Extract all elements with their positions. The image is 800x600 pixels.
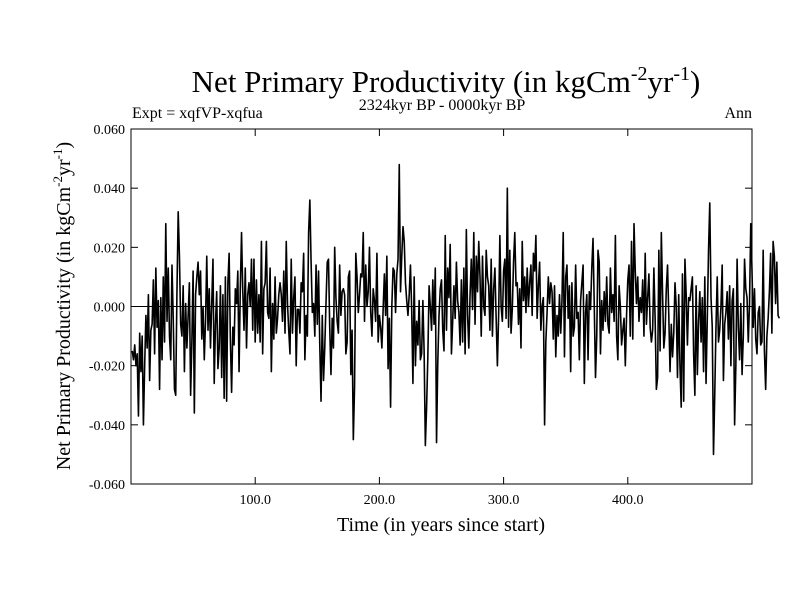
chart-title-mid: yr — [647, 64, 674, 99]
series-line-npp — [131, 163, 781, 456]
y-tick-label: 0.060 — [94, 123, 126, 138]
y-axis-label-end: ) — [53, 142, 75, 149]
season-label: Ann — [724, 105, 752, 122]
y-axis-label-sup1: -2 — [50, 176, 65, 187]
x-tick-label: 200.0 — [364, 493, 396, 508]
y-tick-label: -0.020 — [89, 360, 125, 375]
y-axis-label-mid: yr — [53, 159, 75, 176]
y-tick-label: -0.040 — [89, 419, 125, 434]
x-tick-label: 100.0 — [239, 493, 271, 508]
y-tick-label: 0.020 — [94, 241, 126, 256]
x-tick-label: 400.0 — [612, 493, 644, 508]
series-group — [131, 163, 781, 456]
x-tick-label: 300.0 — [488, 493, 520, 508]
chart-title-end: ) — [690, 64, 700, 99]
chart-title-sup1: -2 — [631, 63, 648, 85]
chart-title: Net Primary Productivity (in kgCm-2yr-1) — [192, 63, 701, 99]
y-tick-label: -0.060 — [89, 478, 125, 493]
experiment-label: Expt = xqfVP-xqfua — [132, 105, 263, 122]
x-axis-ticks: 100.0 200.0 300.0 400.0 — [239, 129, 644, 508]
y-axis-label: Net Primary Productivity (in kgCm-2yr-1) — [50, 142, 75, 470]
chart-title-main: Net Primary Productivity (in kgCm — [192, 64, 631, 99]
chart-title-sup2: -1 — [673, 63, 690, 85]
y-axis-ticks: 0.060 0.040 0.020 0.000 -0.020 -0.040 -0.060 — [89, 123, 752, 493]
y-axis-label-sup2: -1 — [50, 149, 65, 160]
y-tick-label: 0.000 — [94, 301, 126, 316]
y-axis-label-main: Net Primary Productivity (in kgCm — [53, 186, 75, 470]
period-label: 2324kyr BP - 0000kyr BP — [359, 97, 526, 114]
y-tick-label: 0.040 — [94, 182, 126, 197]
x-axis-label: Time (in years since start) — [337, 514, 545, 536]
